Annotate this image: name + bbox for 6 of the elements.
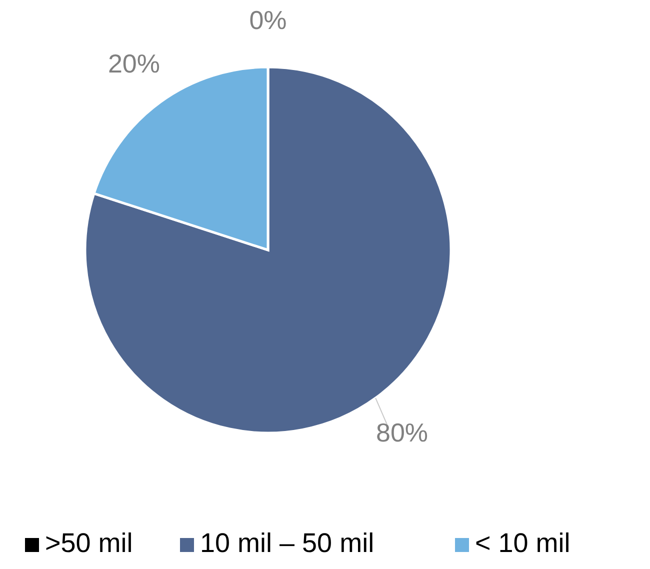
legend-label: < 10 mil	[475, 528, 570, 558]
data-label: 20%	[108, 48, 160, 78]
data-label: 80%	[376, 417, 428, 448]
legend-label: >50 mil	[45, 528, 133, 558]
text: 0%	[249, 4, 287, 35]
legend-label: 10 mil – 50 mil	[200, 528, 374, 558]
